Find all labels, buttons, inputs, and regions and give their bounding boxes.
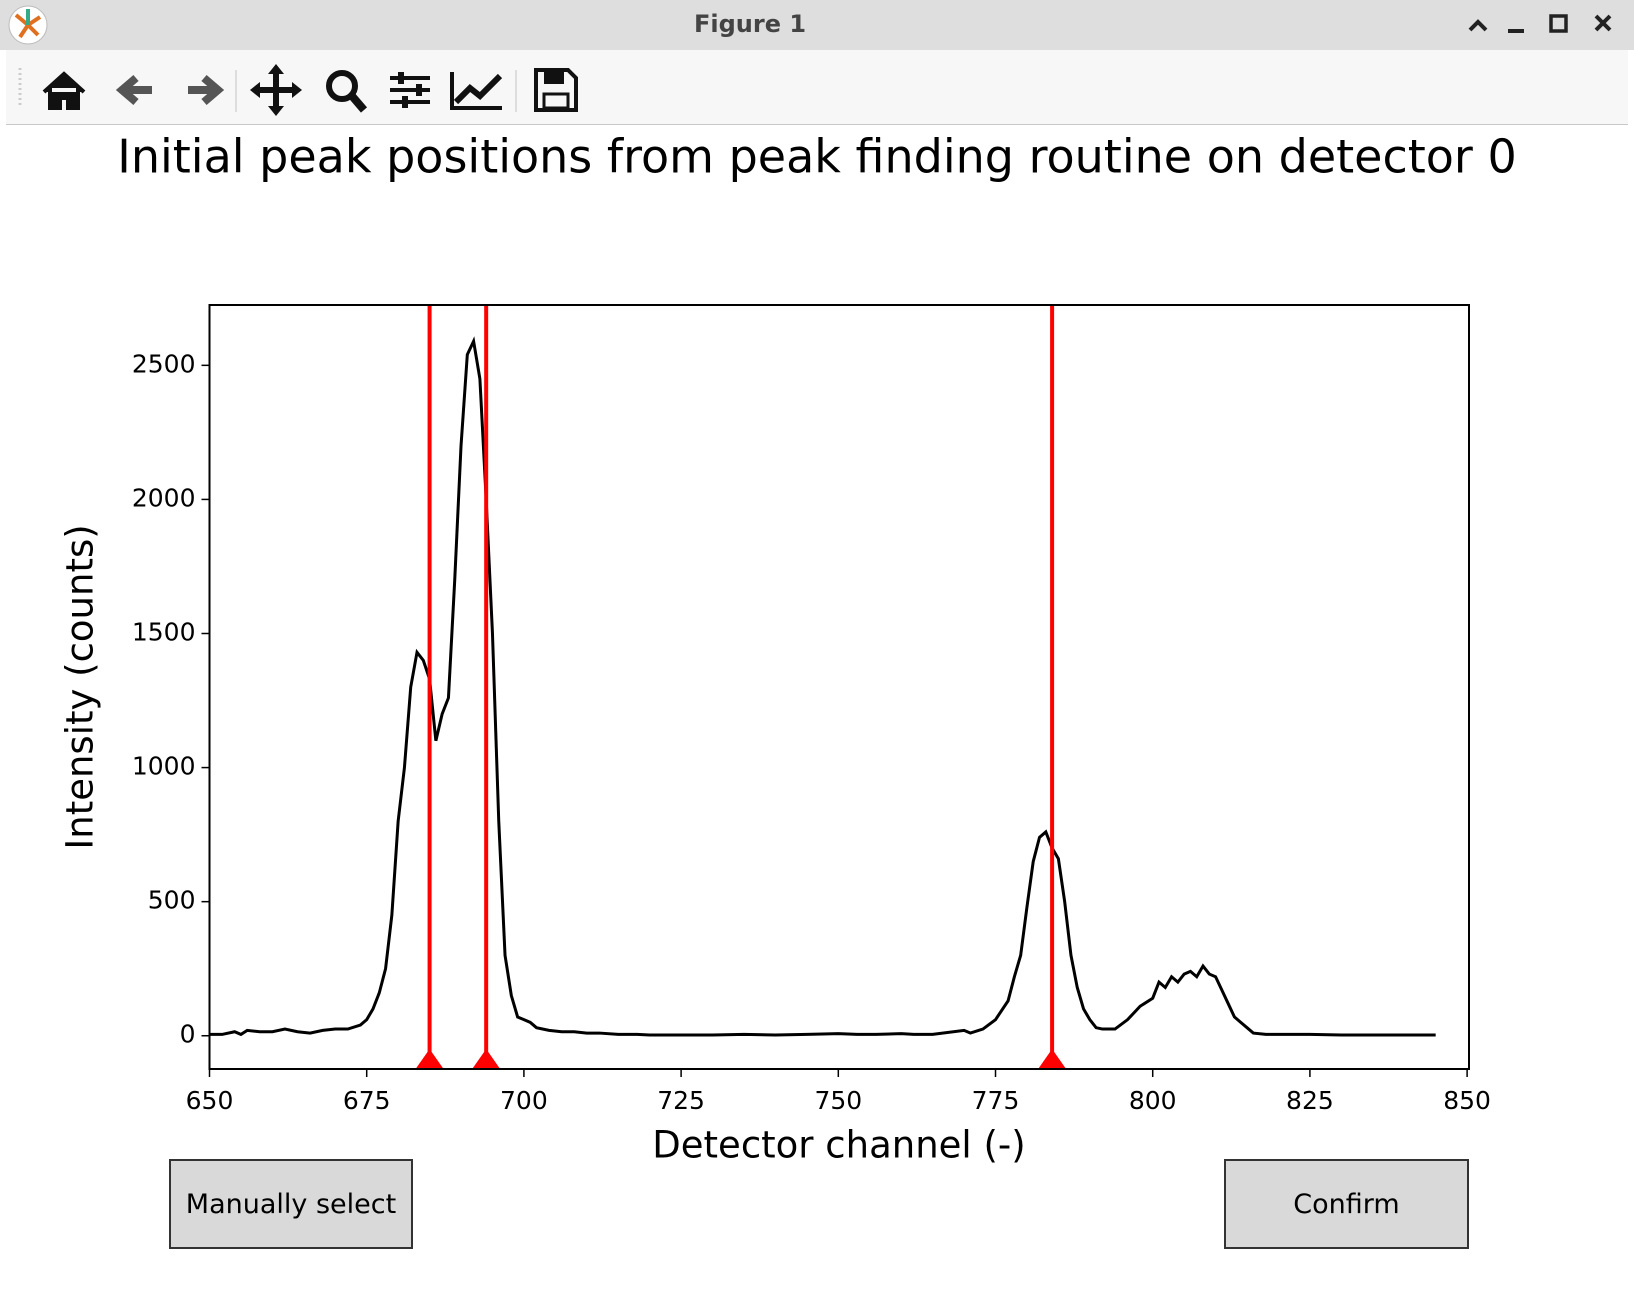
home-button[interactable] [42,71,86,110]
pan-button[interactable] [250,64,302,116]
peak-marker [415,1049,444,1069]
x-tick-label: 725 [657,1086,705,1115]
x-tick-label: 650 [186,1086,234,1115]
save-button[interactable] [534,68,578,112]
x-axis-label: Detector channel (-) [652,1124,1025,1167]
y-tick-label: 2500 [132,349,196,378]
x-tick-label: 750 [814,1086,862,1115]
chart-title: Initial peak positions from peak finding… [117,130,1516,184]
y-axis-label: Intensity (counts) [59,524,102,849]
title-bar: Figure 1 [0,0,1634,50]
y-tick-label: 0 [180,1020,196,1049]
confirm-button[interactable]: Confirm [1224,1159,1469,1249]
axes-frame [208,304,1470,1070]
x-tick-label: 775 [972,1086,1020,1115]
y-tick-label: 1500 [132,618,196,647]
shade-button[interactable] [1468,19,1488,32]
x-tick-label: 850 [1443,1086,1491,1115]
y-tick-label: 500 [148,886,196,915]
peak-marker [472,1049,501,1069]
app-icon [8,5,48,45]
peak-marker [1038,1049,1067,1069]
window-title: Figure 1 [693,10,807,38]
y-tick-label: 2000 [132,483,196,512]
plot-area [209,305,1469,1069]
edit-axis-button[interactable] [450,72,503,110]
close-button[interactable] [1594,14,1612,32]
x-tick-label: 825 [1286,1086,1334,1115]
data-line [209,336,1436,1037]
toolbar-icons [18,64,578,116]
x-tick-label: 700 [500,1086,548,1115]
forward-button[interactable] [188,74,225,106]
y-tick-label: 1000 [132,752,196,781]
window-controls [1468,14,1612,33]
back-button[interactable] [115,74,152,106]
zoom-button[interactable] [326,70,368,113]
toolbar [6,50,1628,125]
configure-button[interactable] [390,72,430,108]
manually-select-button[interactable]: Manually select [169,1159,413,1249]
maximize-button[interactable] [1549,14,1568,33]
x-tick-label: 800 [1129,1086,1177,1115]
x-tick-label: 675 [343,1086,391,1115]
